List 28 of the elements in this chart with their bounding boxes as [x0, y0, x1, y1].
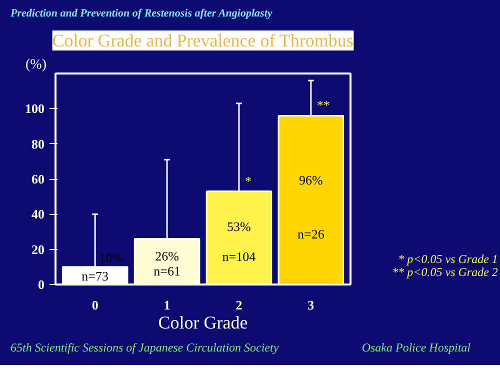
text: ** p<0.05 vs Grade 2 — [392, 264, 498, 279]
data-label: 96% — [299, 172, 324, 188]
annotation: ** — [316, 98, 330, 113]
data-label: 10% — [99, 250, 124, 265]
x-axis-title: Color Grade — [158, 312, 248, 332]
annotation: n=26 — [298, 226, 325, 242]
annotation: n=61 — [154, 263, 180, 278]
y-tick-label: 0 — [38, 277, 44, 292]
chart-title: Color Grade and Prevalence of Thrombus — [52, 30, 354, 50]
annotation: * — [244, 173, 252, 188]
data-label: 26% — [155, 248, 180, 264]
text: * p<0.05 vs Grade 1 — [398, 252, 498, 266]
x-tick-label: 2 — [236, 298, 242, 312]
x-tick-label: 0 — [92, 298, 98, 312]
y-tick-label: 40 — [32, 206, 44, 222]
annotation: n=104 — [222, 249, 256, 264]
chart-subtitle: Prediction and Prevention of Restenosis after Angioplasty — [10, 8, 272, 20]
y-tick-label: 100 — [25, 101, 44, 116]
x-tick-label: 3 — [308, 298, 315, 312]
text: 65th Scientific Sessions of Japanese Circulation Society — [10, 340, 280, 354]
y-tick-label: 20 — [32, 242, 44, 257]
annotation: n=73 — [82, 268, 108, 284]
y-tick-label: 80 — [32, 136, 44, 152]
y-axis-title: (%) — [26, 58, 47, 72]
data-label: 53% — [227, 219, 252, 234]
text: Osaka Police Hospital — [362, 340, 472, 354]
x-tick-label: 1 — [164, 298, 170, 312]
y-tick-label: 60 — [32, 172, 44, 186]
